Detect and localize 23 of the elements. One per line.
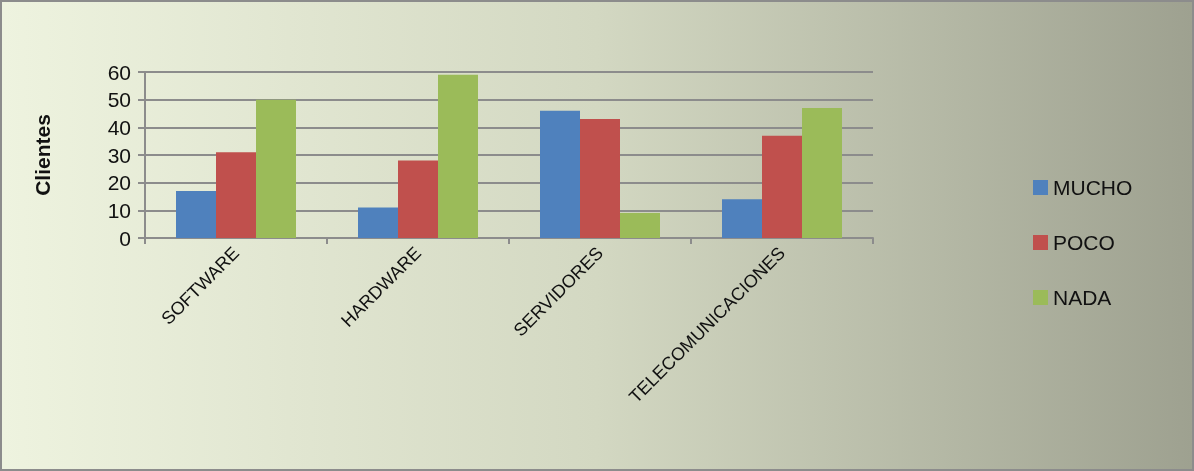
y-tick-label: 40 (107, 115, 131, 139)
y-tick-label: 0 (119, 226, 131, 250)
bar (176, 190, 216, 238)
bar (620, 213, 660, 238)
y-tick-label: 20 (107, 171, 131, 195)
y-tick-label: 10 (107, 198, 131, 222)
bar (216, 152, 256, 238)
bar (398, 160, 438, 238)
bar (438, 74, 478, 238)
y-tick-label: 50 (107, 88, 131, 112)
legend-label: MUCHO (1053, 176, 1133, 199)
y-tick-label: 30 (107, 143, 131, 167)
bar (802, 107, 842, 238)
y-axis-title: Clientes (31, 114, 54, 196)
bar (256, 99, 296, 238)
bar (358, 207, 398, 238)
bar (580, 119, 620, 238)
bar (722, 199, 762, 238)
y-tick-label: 60 (107, 60, 131, 84)
legend-label: NADA (1053, 286, 1112, 309)
legend-label: POCO (1053, 231, 1115, 254)
bar (762, 135, 802, 238)
bar (540, 110, 580, 238)
